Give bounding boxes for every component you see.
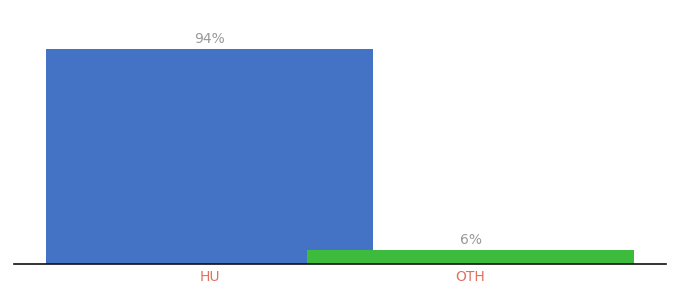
Bar	[46, 49, 373, 264]
Text: 94%: 94%	[194, 32, 225, 46]
Text: 6%: 6%	[460, 233, 481, 247]
Bar	[307, 250, 634, 264]
